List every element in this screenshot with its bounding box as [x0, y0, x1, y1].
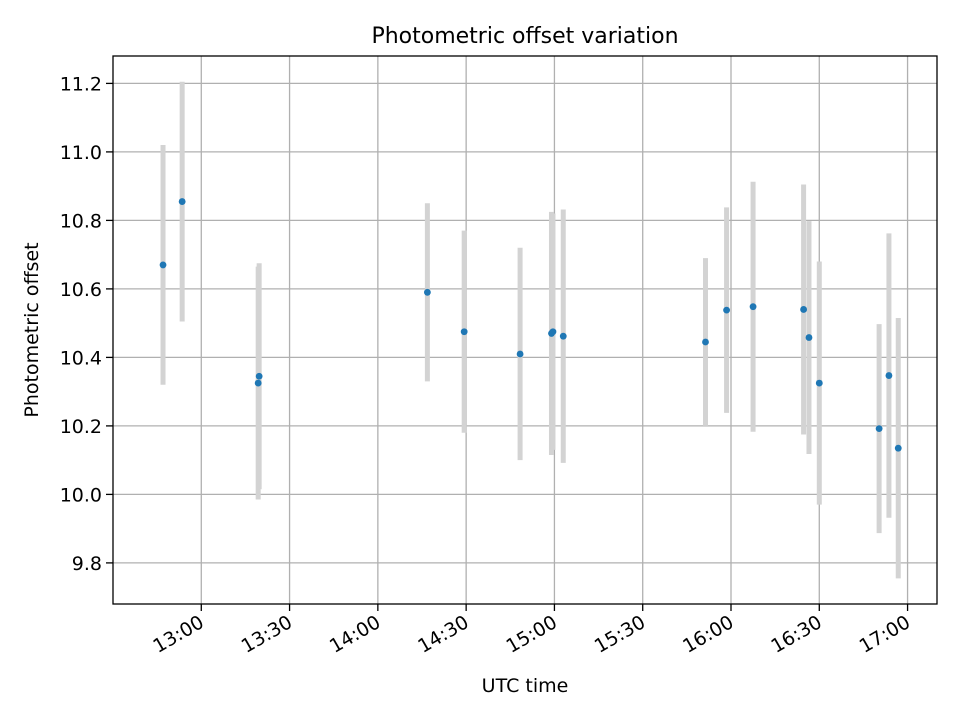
- x-tick-label: 14:30: [414, 611, 472, 657]
- y-tick-label: 10.4: [60, 347, 102, 369]
- data-points: [159, 198, 902, 452]
- x-tick-label: 15:00: [503, 611, 561, 657]
- data-point: [723, 306, 730, 314]
- y-tick-label: 10.8: [60, 210, 102, 232]
- plot-frame: [112, 55, 938, 605]
- y-tick-label: 11.2: [60, 73, 102, 95]
- data-point: [800, 306, 807, 313]
- data-point: [159, 261, 167, 269]
- y-tick-label: 10.6: [60, 279, 102, 301]
- x-tick-label: 14:00: [326, 611, 384, 657]
- data-point: [516, 350, 524, 358]
- x-tick-label: 13:00: [149, 611, 207, 657]
- data-point: [423, 288, 431, 296]
- y-tick-label: 10.2: [60, 416, 102, 438]
- data-point: [255, 372, 263, 380]
- data-point: [875, 425, 883, 433]
- chart-title: Photometric offset variation: [371, 24, 678, 49]
- data-point: [549, 328, 557, 336]
- x-tick-label: 17:00: [856, 611, 914, 657]
- data-point: [254, 379, 262, 387]
- y-tick-label: 9.8: [72, 553, 102, 575]
- x-tick-label: 16:00: [679, 611, 737, 657]
- data-point: [178, 198, 186, 205]
- y-tick-label: 11.0: [60, 142, 102, 164]
- x-axis-ticks: 13:00 13:30 14:00 14:30 15:00 15:30 16:00 16:30…: [149, 604, 914, 658]
- error-bars: [160, 81, 901, 579]
- data-point: [702, 338, 709, 346]
- data-point: [894, 444, 902, 452]
- data-point: [885, 372, 893, 379]
- data-point: [559, 332, 567, 340]
- data-point: [749, 303, 757, 311]
- x-tick-label: 13:30: [238, 611, 296, 657]
- grid: [113, 56, 937, 604]
- y-axis-ticks: 9.8 10.0 10.2 10.4 10.6 10.8 11.0 11.2: [60, 73, 113, 575]
- x-tick-label: 16:30: [767, 611, 825, 657]
- y-tick-label: 10.0: [60, 484, 102, 506]
- y-axis-label: Photometric offset: [21, 242, 43, 417]
- data-point: [815, 379, 823, 387]
- x-tick-label: 15:30: [591, 611, 649, 657]
- data-point: [460, 328, 468, 336]
- data-point: [805, 334, 813, 341]
- x-axis-label: UTC time: [482, 675, 569, 697]
